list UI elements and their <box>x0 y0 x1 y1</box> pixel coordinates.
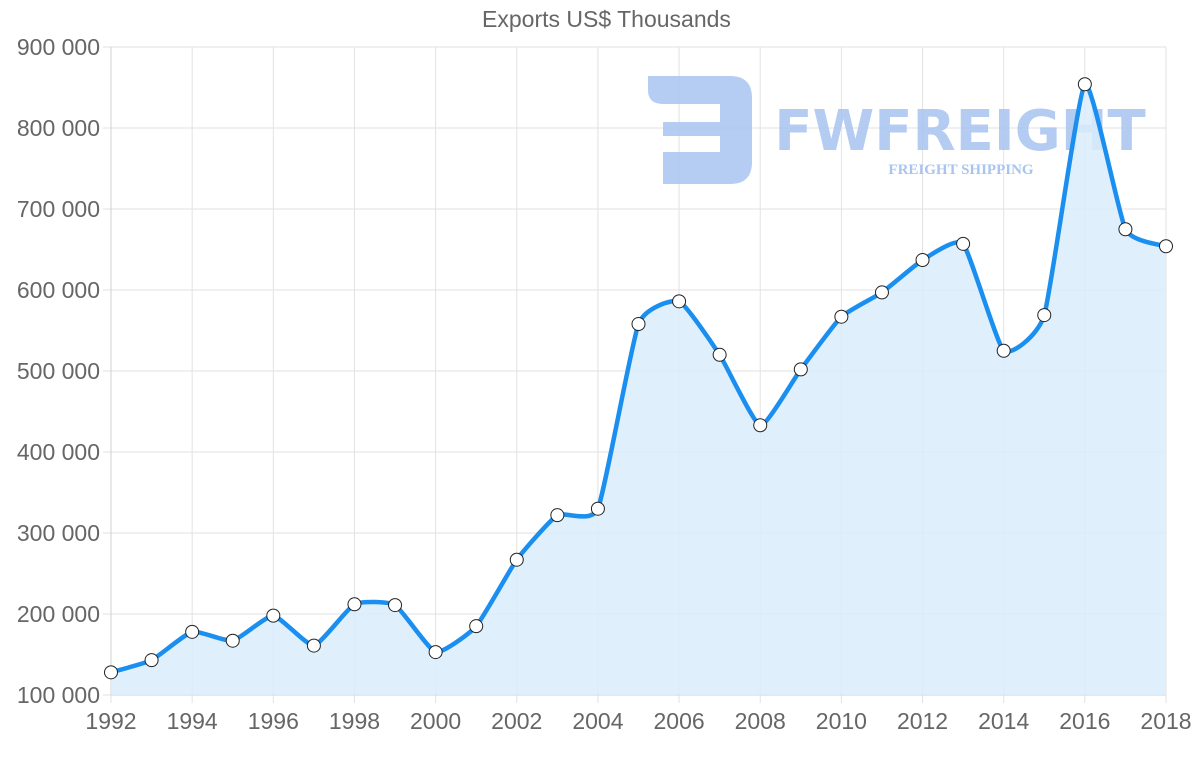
x-tick-label: 1996 <box>248 708 299 734</box>
data-point[interactable]: 2001: 185000 <box>469 619 484 634</box>
data-point[interactable]: 1997: 161000 <box>306 638 321 653</box>
data-point[interactable]: 2003: 322000 <box>550 508 565 523</box>
data-point[interactable]: 1996: 198000 <box>266 608 281 623</box>
y-tick-label: 800 000 <box>17 115 100 141</box>
y-tick-label: 100 000 <box>17 682 100 708</box>
data-point[interactable]: 1999: 211000 <box>388 598 403 613</box>
data-point[interactable]: 2005: 558000 <box>631 317 646 332</box>
data-point[interactable]: 2014: 525000 <box>996 343 1011 358</box>
data-point[interactable]: 2011: 597000 <box>874 285 889 300</box>
data-point[interactable]: 2004: 330000 <box>590 501 605 516</box>
x-tick-label: 2018 <box>1140 708 1191 734</box>
x-tick-label: 2012 <box>897 708 948 734</box>
data-points: 1992: 128000 1993: 143000 1994: 178000 1995… <box>104 77 1173 680</box>
data-point[interactable]: 1994: 178000 <box>185 624 200 639</box>
x-tick-label: 2008 <box>735 708 786 734</box>
x-tick-label: 1998 <box>329 708 380 734</box>
x-tick-label: 2002 <box>491 708 542 734</box>
x-tick-label: 2006 <box>653 708 704 734</box>
x-tick-label: 2004 <box>572 708 623 734</box>
data-point[interactable]: 2017: 675000 <box>1118 222 1133 237</box>
x-tick-label: 2010 <box>816 708 867 734</box>
y-axis: 100 000 200 000 300 000 400 000 500 000 600 0… <box>17 34 100 708</box>
chart-title: Exports US$ Thousands <box>482 6 731 32</box>
data-point[interactable]: 1998: 212000 <box>347 597 362 612</box>
data-point[interactable]: 1992: 128000 <box>104 665 118 680</box>
data-point[interactable]: 2013: 657000 <box>956 236 971 251</box>
y-tick-label: 400 000 <box>17 439 100 465</box>
data-point[interactable]: 2009: 502000 <box>793 362 808 377</box>
x-tick-label: 1994 <box>167 708 218 734</box>
fwfreight-logo-icon <box>648 76 752 184</box>
y-tick-label: 900 000 <box>17 34 100 60</box>
data-point[interactable]: 2006: 586000 <box>672 294 687 309</box>
y-tick-label: 300 000 <box>17 520 100 546</box>
y-tick-label: 500 000 <box>17 358 100 384</box>
data-point[interactable]: 2010: 567000 <box>834 309 849 324</box>
data-point[interactable]: 2002: 267000 <box>509 552 524 567</box>
data-point[interactable]: 2016: 854000 <box>1077 77 1092 92</box>
y-tick-label: 200 000 <box>17 601 100 627</box>
data-point[interactable]: 2000: 153000 <box>428 645 443 660</box>
data-point[interactable]: 2012: 637000 <box>915 253 930 268</box>
y-tick-label: 600 000 <box>17 277 100 303</box>
data-point[interactable]: 2008: 433000 <box>753 418 768 433</box>
y-tick-label: 700 000 <box>17 196 100 222</box>
x-tick-label: 1992 <box>85 708 136 734</box>
series-area-fill <box>111 84 1166 696</box>
data-point[interactable]: 2018: 654000 <box>1159 239 1173 254</box>
data-point[interactable]: 2015: 569000 <box>1037 308 1052 323</box>
data-point[interactable]: 1993: 143000 <box>144 653 159 668</box>
x-axis: 1992 1994 1996 1998 2000 2002 2004 2006 2008 2010… <box>85 708 1191 734</box>
x-tick-label: 2000 <box>410 708 461 734</box>
data-point[interactable]: 2007: 520000 <box>712 347 727 362</box>
data-point[interactable]: 1995: 167000 <box>225 633 240 648</box>
x-tick-label: 2016 <box>1059 708 1110 734</box>
x-tick-label: 2014 <box>978 708 1029 734</box>
watermark-tagline: FREIGHT SHIPPING <box>888 162 1033 178</box>
